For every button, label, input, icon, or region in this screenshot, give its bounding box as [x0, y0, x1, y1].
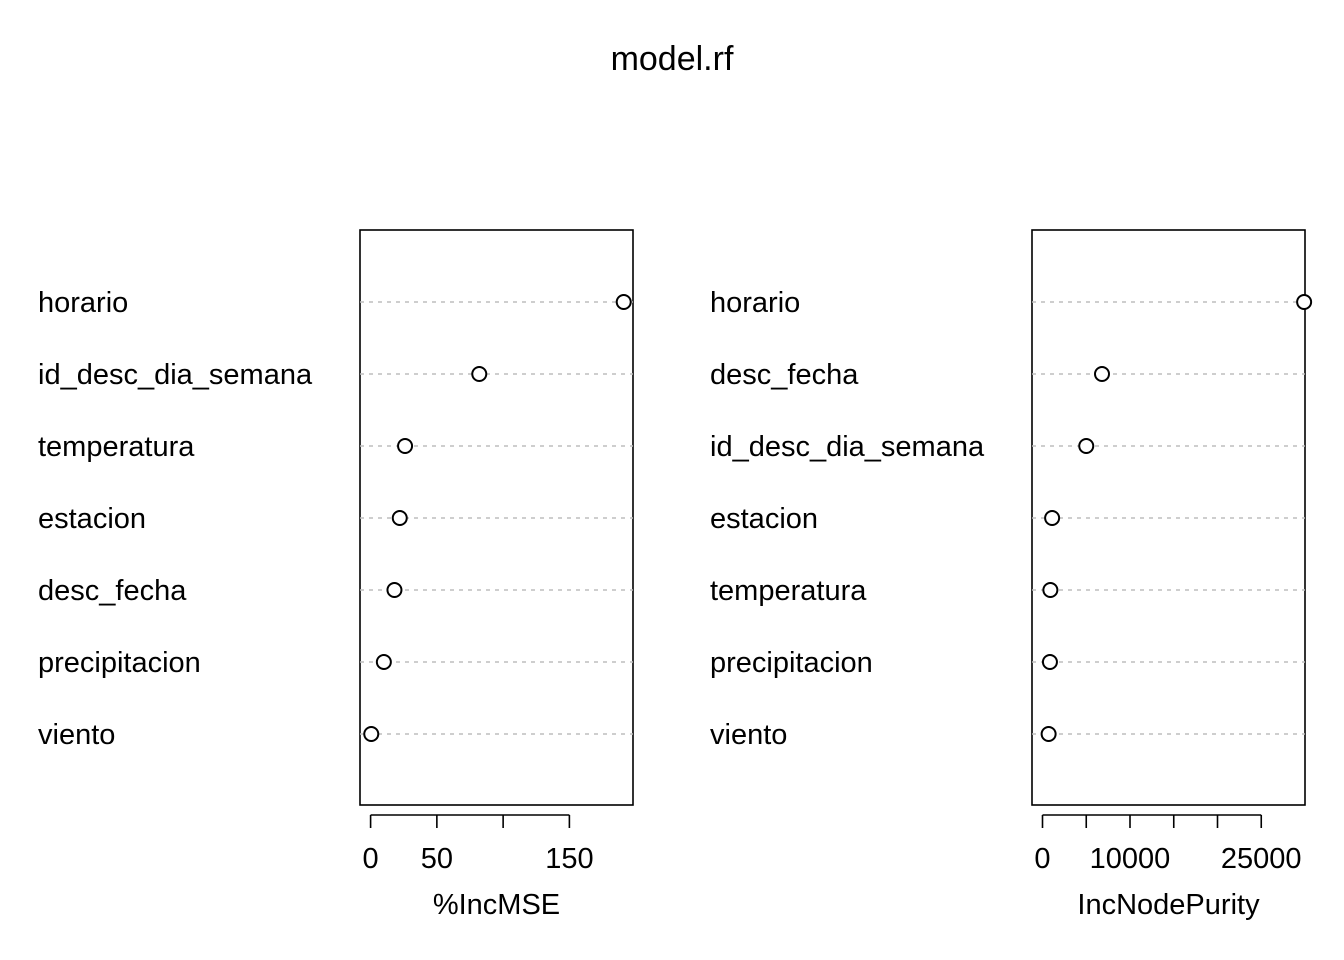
incnodepurity-x-tick-label: 10000 — [1090, 843, 1171, 875]
incnodepurity-category-label: desc_fecha — [710, 359, 859, 391]
incmse-category-label: desc_fecha — [38, 575, 187, 607]
panel-incmse: horario id_desc_dia_semana temperatura esta… — [38, 229, 634, 921]
incmse-category-label: estacion — [38, 503, 146, 535]
incnodepurity-category-label: viento — [710, 719, 787, 751]
incmse-point-viento — [363, 726, 380, 742]
incmse-x-tick-label: 0 — [363, 843, 379, 875]
incnodepurity-point-precipitacion — [1041, 654, 1058, 670]
incnodepurity-x-tick-label: 25000 — [1221, 843, 1302, 875]
incmse-x-tick-label: 50 — [421, 843, 453, 875]
incmse-category-label: id_desc_dia_semana — [38, 359, 313, 391]
incnodepurity-x-tick-label: 0 — [1034, 843, 1050, 875]
incnodepurity-category-label: estacion — [710, 503, 818, 535]
incnodepurity-point-temperatura — [1042, 582, 1059, 598]
panel-incnodepurity: horario desc_fecha id_desc_dia_semanaestac… — [710, 229, 1313, 921]
incmse-category-label: precipitacion — [38, 647, 201, 679]
incnodepurity-category-label: precipitacion — [710, 647, 873, 679]
incmse-point-horario — [615, 294, 632, 310]
incnodepurity-x-axis-label: IncNodePurity — [1077, 889, 1260, 921]
incmse-point-precipitacion — [375, 654, 392, 670]
incnodepurity-point-horario — [1296, 294, 1313, 310]
incmse-point-desc_fecha — [386, 582, 403, 598]
incmse-x-tick-label: 150 — [545, 843, 593, 875]
incnodepurity-category-label: horario — [710, 287, 800, 319]
chart-title: model.rf — [611, 40, 734, 78]
incmse-point-temperatura — [397, 438, 414, 454]
incnodepurity-point-id_desc_dia_semana — [1078, 438, 1095, 454]
incmse-category-label: temperatura — [38, 431, 195, 463]
incnodepurity-category-label: temperatura — [710, 575, 867, 607]
incmse-category-label: viento — [38, 719, 115, 751]
incmse-category-label: horario — [38, 287, 128, 319]
incnodepurity-point-desc_fecha — [1094, 366, 1110, 382]
incnodepurity-category-label: id_desc_dia_semana — [710, 431, 985, 463]
incmse-x-axis-label: %IncMSE — [433, 889, 560, 921]
incmse-point-id_desc_dia_semana — [471, 366, 488, 382]
incmse-point-estacion — [391, 510, 408, 526]
incnodepurity-point-estacion — [1044, 510, 1061, 526]
incnodepurity-point-viento — [1040, 726, 1057, 742]
